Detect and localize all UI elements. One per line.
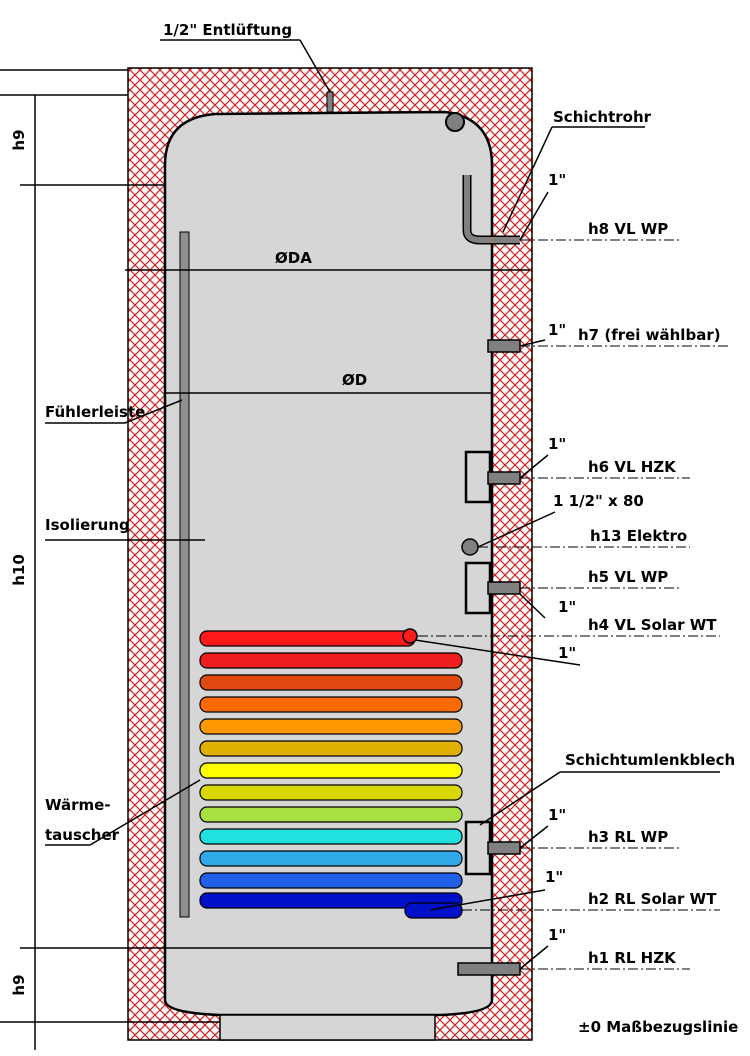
baffle-label: Schichtumlenkblech xyxy=(565,751,735,769)
insulation-label: Isolierung xyxy=(45,516,130,534)
port-label: h8 VL WP xyxy=(588,220,668,238)
port-label: h13 Elektro xyxy=(590,527,687,545)
size: 1" xyxy=(548,435,566,453)
size: 1" xyxy=(548,321,566,339)
pipe-label: Schichtrohr xyxy=(553,108,652,126)
outer-diameter: ØDA xyxy=(275,249,312,267)
dimension: h10 xyxy=(10,554,28,586)
vent-label: 1/2" Entlüftung xyxy=(163,21,292,39)
port-label: h1 RL HZK xyxy=(588,949,677,967)
sensor-label: Fühlerleiste xyxy=(45,403,145,421)
port-label: h7 (frei wählbar) xyxy=(578,326,721,344)
size: 1" xyxy=(548,926,566,944)
port-label: h6 VL HZK xyxy=(588,458,677,476)
tank-drawing xyxy=(0,39,730,1050)
size: 1" xyxy=(548,171,566,189)
size: 1 1/2" x 80 xyxy=(553,492,644,510)
port-label: h5 VL WP xyxy=(588,568,668,586)
port-label: h3 RL WP xyxy=(588,828,668,846)
inner-diameter: ØD xyxy=(342,371,367,389)
size: 1" xyxy=(548,806,566,824)
port-label: h2 RL Solar WT xyxy=(588,890,717,908)
exchanger-label: Wärme- xyxy=(45,796,111,814)
reference-label: ±0 Maßbezugslinie xyxy=(578,1018,738,1036)
dimension: h9 xyxy=(10,974,28,995)
exchanger-label: tauscher xyxy=(45,826,120,844)
dimension: h9 xyxy=(10,129,28,150)
size: 1" xyxy=(558,644,576,662)
port-label: h4 VL Solar WT xyxy=(588,616,717,634)
size: 1" xyxy=(545,868,563,886)
size: 1" xyxy=(558,598,576,616)
labels: 1/2" Entlüftung Schichtrohr ØDA ØD Fühle… xyxy=(10,21,738,1036)
